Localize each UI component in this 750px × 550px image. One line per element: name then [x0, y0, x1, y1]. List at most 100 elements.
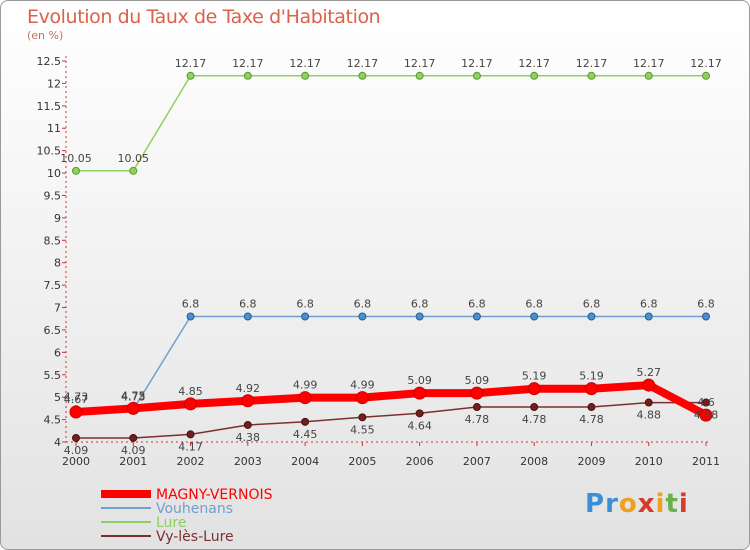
- data-label: 6.8: [468, 297, 486, 310]
- data-label: 4.88: [636, 409, 661, 422]
- data-label: 4.64: [407, 419, 432, 432]
- proxiti-logo: Proxiti: [585, 489, 689, 519]
- x-tick-label: 2000: [62, 455, 90, 468]
- data-label: 4.09: [64, 444, 89, 457]
- data-point: [587, 403, 596, 412]
- data-point: [415, 409, 424, 418]
- legend-label: Vouhenans: [156, 501, 233, 517]
- x-tick-label: 2006: [406, 455, 434, 468]
- y-tick-label: 4.5: [44, 414, 62, 427]
- data-label: 4.78: [579, 413, 604, 426]
- data-label: 10.05: [60, 152, 92, 165]
- data-point: [413, 386, 427, 400]
- data-label: 6.8: [583, 297, 601, 310]
- x-tick-label: 2008: [520, 455, 548, 468]
- data-label: 5.09: [465, 374, 490, 387]
- data-point: [126, 401, 140, 415]
- data-label: 6.8: [354, 297, 372, 310]
- chart-subtitle: (en %): [27, 29, 64, 42]
- data-label: 4.17: [178, 440, 203, 453]
- data-label: 12.17: [232, 57, 264, 70]
- data-point: [702, 71, 710, 80]
- data-point: [587, 312, 596, 321]
- data-point: [702, 398, 710, 407]
- data-point: [415, 312, 424, 321]
- logo-letter: P: [585, 489, 606, 519]
- data-point: [358, 413, 367, 422]
- data-label: 5.19: [579, 370, 604, 383]
- data-point: [584, 382, 598, 396]
- data-label: 5.09: [407, 374, 432, 387]
- data-point: [243, 71, 252, 80]
- data-point: [186, 312, 195, 321]
- legend-label: Lure: [156, 515, 187, 531]
- data-point: [72, 433, 80, 442]
- data-point: [72, 166, 80, 175]
- data-label: 6.8: [239, 297, 257, 310]
- data-point: [530, 403, 539, 412]
- data-point: [129, 166, 138, 175]
- data-label: 6.8: [697, 297, 715, 310]
- data-label: 4.73: [64, 390, 89, 403]
- data-label: 5.19: [522, 370, 547, 383]
- series-line-2: [76, 75, 706, 172]
- data-point: [358, 71, 367, 80]
- data-label: 12.17: [347, 57, 379, 70]
- data-point: [472, 312, 481, 321]
- data-point: [415, 71, 424, 80]
- data-label: 4.99: [350, 379, 375, 392]
- data-label: 6.8: [411, 297, 429, 310]
- data-label: 4.73: [121, 390, 146, 403]
- logo-letter: o: [618, 489, 638, 519]
- y-tick-label: 5.5: [44, 369, 62, 382]
- data-point: [298, 391, 312, 405]
- x-tick-label: 2005: [348, 455, 376, 468]
- x-tick-label: 2011: [692, 455, 720, 468]
- chart-axes: 44.555.566.577.588.599.51010.51111.51212…: [37, 55, 721, 468]
- data-label: 12.17: [633, 57, 665, 70]
- y-tick-label: 10.5: [37, 145, 62, 158]
- data-label: 4.78: [465, 413, 490, 426]
- data-label: 6.8: [525, 297, 543, 310]
- data-label: 4.85: [178, 385, 203, 398]
- data-label: 12.17: [461, 57, 493, 70]
- x-tick-label: 2009: [577, 455, 605, 468]
- logo-letter: i: [678, 489, 689, 519]
- data-point: [699, 408, 713, 422]
- y-tick-label: 11.5: [37, 100, 62, 113]
- series-line-1: [76, 315, 706, 411]
- data-point: [530, 71, 539, 80]
- data-point: [184, 397, 198, 411]
- data-point: [587, 71, 596, 80]
- data-label: 4.38: [236, 431, 261, 444]
- data-label: 12.17: [518, 57, 550, 70]
- logo-letter: x: [637, 489, 656, 519]
- data-point: [702, 312, 710, 321]
- data-point: [241, 394, 255, 408]
- data-label: 4.55: [350, 423, 375, 436]
- data-label: 4.99: [293, 379, 318, 392]
- series-line-3: [76, 401, 706, 439]
- y-tick-label: 9: [54, 212, 61, 225]
- data-point: [644, 398, 653, 407]
- data-point: [69, 405, 83, 419]
- y-tick-label: 6.5: [44, 324, 62, 337]
- data-label: 12.17: [690, 57, 722, 70]
- data-label: 4.75: [121, 389, 146, 402]
- logo-letter: r: [605, 489, 619, 519]
- data-point: [472, 71, 481, 80]
- data-point: [644, 312, 653, 321]
- y-tick-label: 6: [54, 346, 61, 359]
- y-tick-label: 7.5: [44, 279, 62, 292]
- data-point: [527, 382, 541, 396]
- y-tick-label: 11: [47, 122, 61, 135]
- data-label: 4.88: [694, 409, 719, 422]
- data-point: [129, 433, 138, 442]
- data-point: [186, 71, 195, 80]
- data-label: 4.6: [697, 396, 715, 409]
- data-label: 4.78: [522, 413, 547, 426]
- y-tick-label: 10: [47, 167, 61, 180]
- x-tick-label: 2001: [119, 455, 147, 468]
